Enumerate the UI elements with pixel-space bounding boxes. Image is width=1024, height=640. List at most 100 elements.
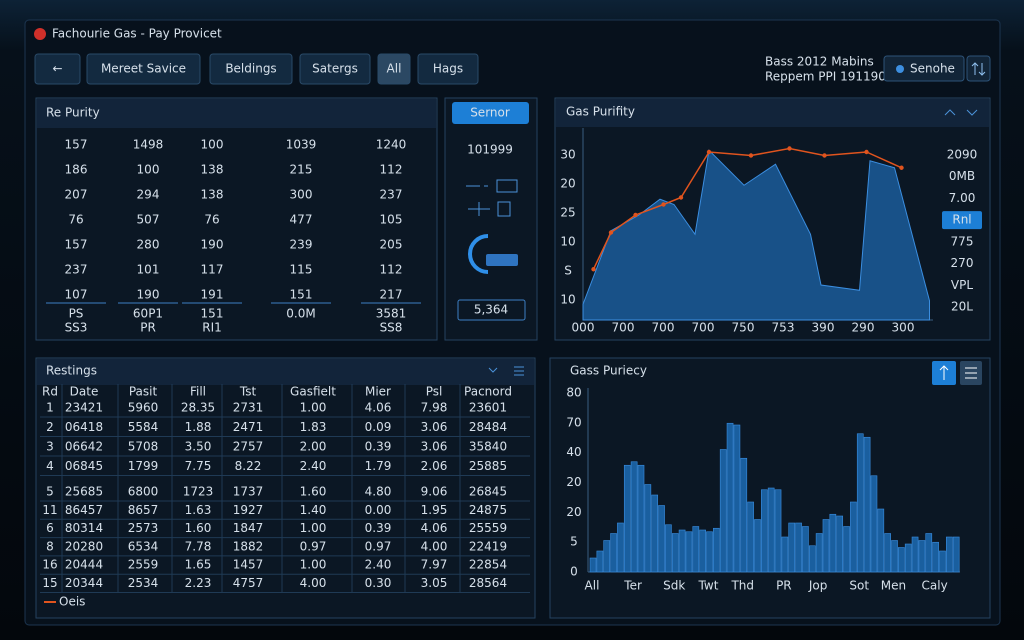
nav-label[interactable]: Satergs [312, 62, 358, 76]
cell: 1240 [376, 138, 407, 152]
cell: 0.09 [365, 420, 392, 434]
column-header: Fill [190, 385, 206, 399]
nav-label[interactable]: Hags [433, 62, 463, 76]
nav-label[interactable]: All [387, 62, 402, 76]
footer-label: 60P1 [133, 307, 163, 321]
x-label: Twt [698, 579, 719, 593]
sort-button[interactable] [966, 55, 991, 82]
cell: 4.00 [421, 539, 448, 553]
chevron[interactable] [488, 367, 498, 373]
point [864, 149, 869, 155]
y2-label: Rnl [952, 213, 971, 227]
chart-title: Gas Purifity [566, 105, 635, 119]
panel [35, 97, 438, 341]
column-header: Date [70, 385, 99, 399]
y2-highlight [942, 211, 982, 230]
bar [870, 475, 878, 573]
y2-label: 775 [951, 234, 974, 248]
bar [733, 424, 741, 573]
cell: 100 [201, 138, 224, 152]
cell: 2534 [128, 576, 159, 590]
point [822, 153, 827, 158]
bar [829, 513, 837, 573]
cell: 2757 [233, 440, 264, 454]
bar [651, 494, 659, 573]
y-label: 10 [560, 293, 575, 307]
cell: 2.23 [185, 576, 212, 590]
bar [808, 545, 816, 573]
nav-button[interactable] [417, 53, 479, 85]
nav-label[interactable]: Beldings [225, 62, 276, 76]
cell: 3.05 [421, 576, 448, 590]
nav-label[interactable]: ← [52, 62, 62, 76]
bar [795, 522, 802, 573]
chevron[interactable] [944, 109, 978, 116]
y2-label: 0MB [949, 169, 975, 183]
x-label: Jop [808, 579, 828, 593]
point [633, 212, 638, 218]
footer-label: PR [140, 321, 156, 335]
header-button-label[interactable]: Senohe [910, 62, 955, 76]
y-label: 5 [570, 535, 578, 549]
bar [911, 536, 919, 573]
gauge-icon [468, 234, 489, 274]
cell: 101 [137, 263, 160, 277]
x-label: 753 [772, 321, 795, 335]
x-label: 290 [852, 321, 875, 335]
cell: 300 [290, 188, 313, 202]
nav-label[interactable]: Mereet Savice [101, 62, 186, 76]
cell: 20444 [65, 558, 103, 572]
cell: 6 [46, 521, 54, 535]
bar [891, 540, 898, 573]
cell: 207 [65, 188, 88, 202]
nav-button[interactable] [34, 53, 81, 85]
footer-label: SS8 [380, 321, 403, 335]
y-label: 20 [566, 475, 581, 489]
cell: 191 [201, 288, 224, 302]
cell: 3.06 [421, 420, 448, 434]
nav-button[interactable] [377, 53, 411, 85]
header-button[interactable] [883, 55, 965, 82]
nav-button[interactable] [299, 53, 371, 85]
bar [678, 529, 686, 573]
cell: 06418 [65, 420, 103, 434]
gauge-icon [486, 254, 518, 266]
cell: 138 [201, 188, 224, 202]
cell: 1.83 [300, 420, 327, 434]
x-label: 700 [692, 321, 715, 335]
bar [713, 527, 720, 573]
column-header: Pasit [129, 385, 158, 399]
cell: 138 [201, 163, 224, 177]
cell: 6534 [128, 539, 159, 553]
cell: 28.35 [181, 401, 215, 415]
cell: 1.60 [185, 521, 212, 535]
sensor-button[interactable] [452, 102, 529, 124]
drop-icon [896, 65, 904, 73]
cell: 507 [137, 213, 160, 227]
cell: 6800 [128, 485, 159, 499]
point [899, 165, 904, 170]
list-icon[interactable] [514, 366, 524, 376]
bar [781, 536, 789, 573]
button-icon [939, 365, 977, 380]
cell: 22854 [469, 558, 507, 572]
side-icons [466, 179, 518, 217]
cell: 25559 [469, 521, 507, 535]
bar [932, 541, 939, 573]
bar [603, 540, 611, 573]
bar [610, 533, 617, 573]
panel-title: Re Purity [46, 106, 100, 120]
bar [726, 422, 734, 573]
sort-icon [971, 62, 986, 76]
bar [802, 526, 809, 573]
nav-button[interactable] [86, 53, 201, 85]
cell: 1.00 [300, 521, 327, 535]
bar [692, 526, 700, 573]
y-label: 40 [566, 445, 581, 459]
cell: 76 [204, 213, 219, 227]
cell: 23601 [469, 401, 507, 415]
sensor-label[interactable]: Sernor [470, 106, 510, 120]
nav-button[interactable] [209, 53, 293, 85]
x-label: 750 [732, 321, 755, 335]
